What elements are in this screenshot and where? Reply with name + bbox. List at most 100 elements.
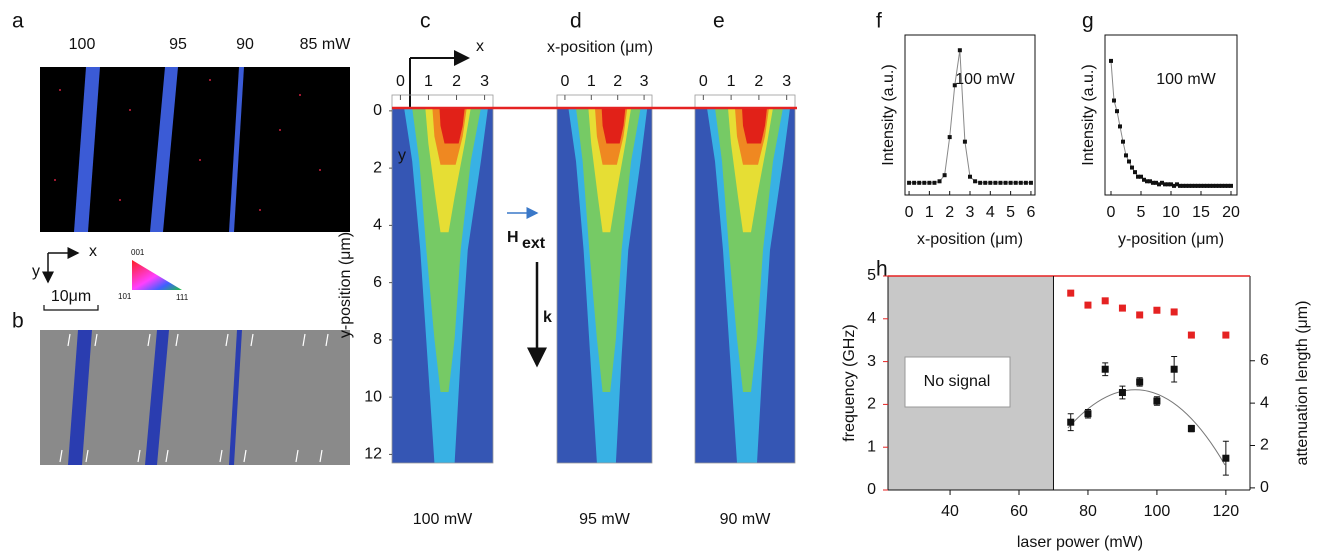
data-point <box>1160 180 1164 185</box>
data-point <box>983 180 988 185</box>
data-point <box>998 180 1003 185</box>
data-point <box>937 179 942 184</box>
data-point <box>922 180 927 185</box>
x-tick-label: 1 <box>727 73 736 90</box>
data-point <box>1172 183 1176 188</box>
heat-region <box>742 108 767 144</box>
y-tick-label: 3 <box>867 353 876 370</box>
data-point <box>1130 165 1134 170</box>
x-axis-label: y-position (μm) <box>1118 231 1224 248</box>
data-point <box>1178 183 1182 188</box>
panel-label: e <box>713 10 725 33</box>
stripe <box>74 67 100 232</box>
data-point <box>952 83 957 88</box>
x-tick-label: 0 <box>699 73 708 90</box>
frequency-point <box>1136 311 1144 319</box>
power-label: 95 mW <box>579 511 631 528</box>
data-point <box>1166 182 1170 187</box>
data-point <box>1217 183 1221 188</box>
data-line <box>909 50 1031 184</box>
attenuation-point <box>1222 454 1230 462</box>
axis-name: x <box>476 38 484 55</box>
data-point <box>1127 159 1131 164</box>
data-point <box>1196 183 1200 188</box>
x-tick-label: 0 <box>1107 204 1116 221</box>
y-axis-label: y-position (μm) <box>337 232 354 338</box>
x-tick-label: 40 <box>941 503 959 520</box>
data-point <box>1199 183 1203 188</box>
y-tick-label: 5 <box>867 267 876 284</box>
x-tick-label: 0 <box>396 73 405 90</box>
x-tick-label: 0 <box>560 73 569 90</box>
frequency-point <box>1118 304 1126 312</box>
data-point <box>1193 183 1197 188</box>
x-tick-label: 1 <box>925 204 934 221</box>
attenuation-point <box>1136 378 1144 386</box>
data-point <box>1157 182 1161 187</box>
data-point <box>1023 180 1028 185</box>
panel-label: a <box>12 10 24 33</box>
data-point <box>978 180 983 185</box>
axis-name: y <box>32 263 40 280</box>
data-point <box>917 180 922 185</box>
attenuation-point <box>1101 365 1109 373</box>
data-point <box>957 48 962 53</box>
y2-tick-label: 6 <box>1260 352 1269 369</box>
data-point <box>1136 174 1140 179</box>
data-point <box>1190 183 1194 188</box>
data-point <box>993 180 998 185</box>
data-point <box>1003 180 1008 185</box>
data-point <box>1154 180 1158 185</box>
field-label: ext <box>522 235 546 252</box>
x-axis-label: laser power (mW) <box>1017 534 1143 551</box>
x-tick-label: 3 <box>782 73 791 90</box>
data-point <box>927 180 932 185</box>
data-point <box>1181 183 1185 188</box>
heat-region <box>439 108 465 144</box>
frequency-point <box>1101 297 1109 305</box>
heat-region <box>715 108 783 392</box>
x-axis-label: x-position (μm) <box>547 39 653 56</box>
field-label: H <box>507 229 519 246</box>
x-tick-label: 6 <box>1026 204 1035 221</box>
panel-label: c <box>420 10 431 33</box>
panel-label: b <box>12 310 24 333</box>
map-frame <box>556 94 653 464</box>
data-point <box>1139 174 1143 179</box>
data-point <box>968 174 972 179</box>
y-tick-label: 10 <box>364 388 382 405</box>
panel-label: g <box>1082 10 1094 33</box>
y-axis-label: Intensity (a.u.) <box>880 64 897 165</box>
triangle-label: 001 <box>131 248 145 257</box>
data-point <box>1202 183 1206 188</box>
plot-title: 100 mW <box>1156 71 1216 88</box>
data-point <box>1145 179 1149 184</box>
panel-label: d <box>570 10 582 33</box>
data-point <box>1109 58 1113 63</box>
data-point <box>1163 182 1167 187</box>
attenuation-point <box>1067 418 1075 426</box>
data-point <box>1112 98 1116 103</box>
x-tick-label: 3 <box>966 204 975 221</box>
y-tick-label: 2 <box>373 159 382 176</box>
x-tick-label: 3 <box>640 73 649 90</box>
x-tick-label: 15 <box>1192 204 1210 221</box>
attenuation-point <box>1084 410 1092 418</box>
data-point <box>932 180 937 185</box>
data-point <box>1169 182 1173 187</box>
y-tick-label: 1 <box>867 438 876 455</box>
power-label: 100 mW <box>413 511 473 528</box>
attenuation-point <box>1153 397 1161 405</box>
frequency-point <box>1187 331 1195 339</box>
plot-frame <box>904 34 1036 196</box>
y2-tick-label: 4 <box>1260 394 1269 411</box>
x-tick-label: 4 <box>986 204 995 221</box>
data-point <box>1220 183 1224 188</box>
fit-curve <box>1067 389 1226 466</box>
data-point <box>988 180 993 185</box>
x-tick-label: 0 <box>905 204 914 221</box>
data-point <box>1142 177 1146 182</box>
x-tick-label: 2 <box>945 204 954 221</box>
y-tick-label: 4 <box>867 310 876 327</box>
map-frame <box>694 94 796 464</box>
